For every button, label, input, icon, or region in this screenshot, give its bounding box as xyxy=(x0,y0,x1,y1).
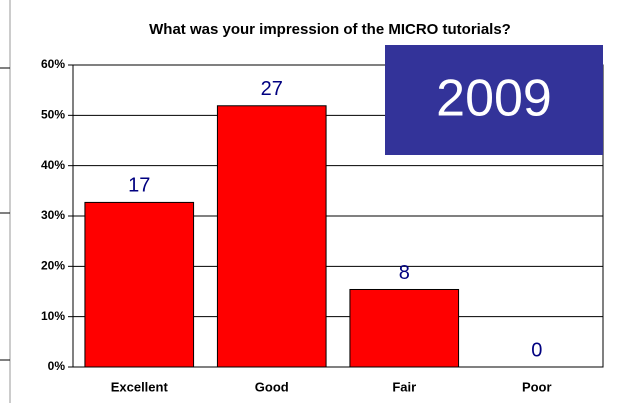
x-tick-label: Fair xyxy=(392,379,416,394)
y-tick-label: 0% xyxy=(48,359,66,373)
chart-title: What was your impression of the MICRO tu… xyxy=(149,21,511,38)
x-tick-label: Poor xyxy=(522,379,552,394)
y-tick-label: 20% xyxy=(41,259,65,273)
value-label: 0 xyxy=(531,339,542,361)
x-tick-label: Excellent xyxy=(111,379,169,394)
bar xyxy=(216,105,327,368)
y-tick-label: 50% xyxy=(41,108,65,122)
value-label: 8 xyxy=(399,262,410,284)
x-tick-label: Good xyxy=(255,379,289,394)
bar xyxy=(349,288,460,368)
y-tick-label: 10% xyxy=(41,309,65,323)
y-tick-label: 30% xyxy=(41,208,65,222)
y-tick-label: 40% xyxy=(41,158,65,172)
value-label: 27 xyxy=(261,78,283,100)
bar xyxy=(84,201,195,368)
annotation: 2009 xyxy=(436,70,552,128)
value-label: 17 xyxy=(128,175,150,197)
annotation-box xyxy=(385,45,603,155)
y-tick-label: 60% xyxy=(41,57,65,71)
